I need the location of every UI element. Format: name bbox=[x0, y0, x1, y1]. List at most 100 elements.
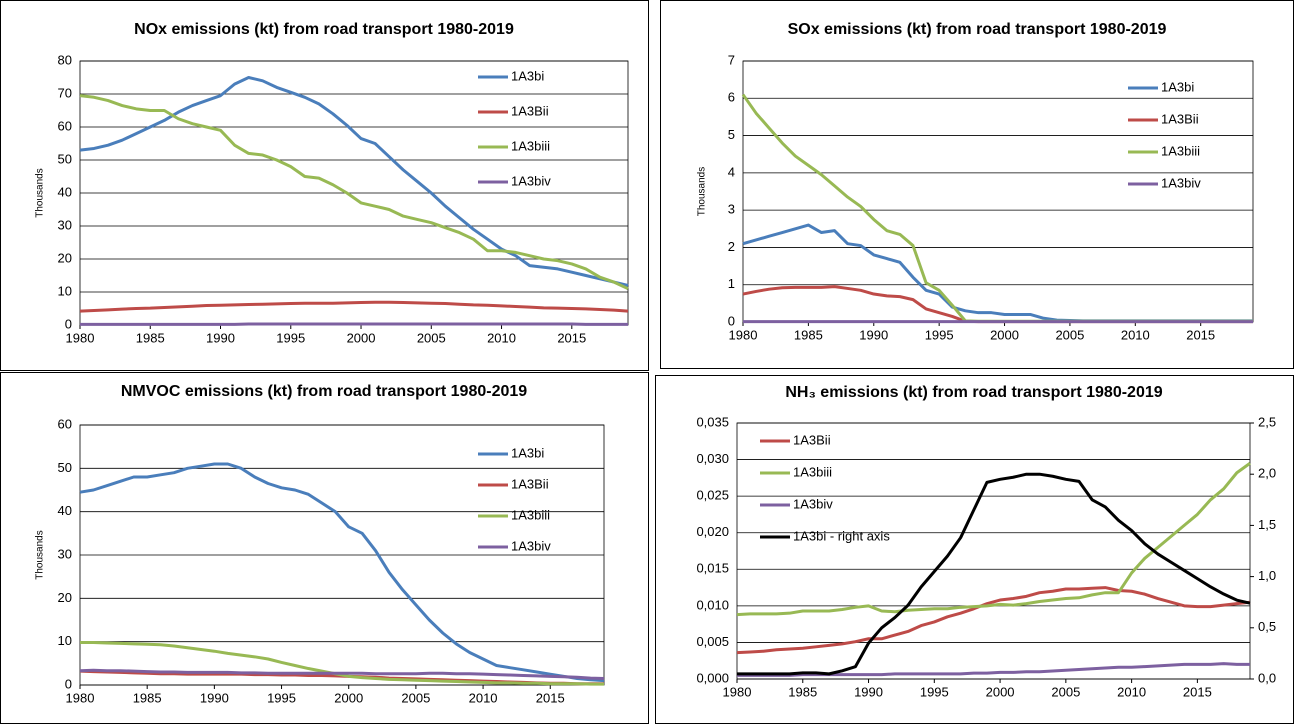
legend-label: 1A3bi bbox=[1161, 79, 1194, 94]
y-tick-label: 3 bbox=[728, 202, 735, 217]
legend-label: 1A3biii bbox=[1161, 143, 1200, 158]
x-tick-label: 2005 bbox=[417, 330, 446, 345]
x-tick-label: 1985 bbox=[136, 330, 165, 345]
x-tick-label: 2015 bbox=[1183, 684, 1212, 699]
y-tick-label: 0,010 bbox=[696, 597, 729, 612]
legend-label: 1A3Bii bbox=[511, 103, 549, 118]
y-tick-label: 60 bbox=[58, 118, 72, 133]
y-tick-label: 80 bbox=[58, 52, 72, 67]
legend-label: 1A3biii bbox=[511, 507, 550, 522]
x-tick-label: 1985 bbox=[788, 684, 817, 699]
legend-label: 1A3biv bbox=[511, 173, 551, 188]
y-tick-label: 40 bbox=[58, 503, 72, 518]
legend-label: 1A3biv bbox=[1161, 175, 1201, 190]
legend-label: 1A3Bii bbox=[1161, 111, 1199, 126]
x-tick-label: 1985 bbox=[794, 327, 823, 342]
x-tick-label: 2005 bbox=[1051, 684, 1080, 699]
y-tick-label: 5 bbox=[728, 127, 735, 142]
x-tick-label: 2000 bbox=[347, 330, 376, 345]
y-tick-label: 20 bbox=[58, 250, 72, 265]
x-tick-label: 1995 bbox=[920, 684, 949, 699]
y-tick-label: 0,000 bbox=[696, 670, 729, 685]
y-tick-label: 10 bbox=[58, 283, 72, 298]
x-tick-label: 2015 bbox=[557, 330, 586, 345]
x-tick-label: 1980 bbox=[66, 330, 95, 345]
y-tick-label: 0,005 bbox=[696, 634, 729, 649]
x-tick-label: 2000 bbox=[334, 690, 363, 705]
legend-label: 1A3biii bbox=[511, 138, 550, 153]
x-tick-label: 1995 bbox=[267, 690, 296, 705]
x-tick-label: 2015 bbox=[1186, 327, 1215, 342]
legend-label: 1A3Bii bbox=[793, 432, 831, 447]
legend-label: 1A3biii bbox=[793, 464, 832, 479]
y2-tick-label: 2,5 bbox=[1258, 414, 1276, 429]
x-tick-label: 1980 bbox=[66, 690, 95, 705]
y-tick-label: 40 bbox=[58, 184, 72, 199]
y-tick-label: 0 bbox=[65, 316, 72, 331]
x-tick-label: 2000 bbox=[990, 327, 1019, 342]
y-tick-label: 6 bbox=[728, 90, 735, 105]
legend-label: 1A3Bii bbox=[511, 476, 549, 491]
legend-label: 1A3bi bbox=[511, 445, 544, 460]
series-line bbox=[742, 223, 1253, 323]
y-tick-label: 30 bbox=[58, 217, 72, 232]
y2-tick-label: 2,0 bbox=[1258, 466, 1276, 481]
x-tick-label: 1995 bbox=[925, 327, 954, 342]
series-line bbox=[736, 462, 1251, 617]
y-tick-label: 0,030 bbox=[696, 451, 729, 466]
series-line bbox=[79, 668, 605, 680]
y2-tick-label: 1,5 bbox=[1258, 517, 1276, 532]
legend-label: 1A3biv bbox=[511, 538, 551, 553]
panel-frame bbox=[655, 375, 1294, 724]
plot-area bbox=[79, 424, 605, 686]
x-tick-label: 1990 bbox=[200, 690, 229, 705]
x-tick-label: 1980 bbox=[723, 684, 752, 699]
series-line bbox=[79, 462, 605, 683]
y2-tick-label: 0,5 bbox=[1258, 619, 1276, 634]
legend-label: 1A3bi bbox=[511, 68, 544, 83]
y-tick-label: 50 bbox=[58, 460, 72, 475]
chart-title: SOx emissions (kt) from road transport 1… bbox=[788, 21, 1167, 38]
x-tick-label: 1990 bbox=[854, 684, 883, 699]
y-tick-label: 0 bbox=[728, 313, 735, 328]
series-line bbox=[736, 586, 1251, 655]
y-tick-label: 70 bbox=[58, 85, 72, 100]
x-tick-label: 2010 bbox=[487, 330, 516, 345]
y-tick-label: 0,025 bbox=[696, 488, 729, 503]
x-tick-label: 2010 bbox=[469, 690, 498, 705]
y-tick-label: 7 bbox=[728, 52, 735, 67]
y-tick-label: 0,015 bbox=[696, 561, 729, 576]
legend-label: 1A3bi - right axis bbox=[793, 528, 890, 543]
chart-title: NH₃ emissions (kt) from road transport 1… bbox=[785, 384, 1162, 401]
x-tick-label: 2000 bbox=[986, 684, 1015, 699]
x-tick-label: 1980 bbox=[729, 327, 758, 342]
y-tick-label: 0,035 bbox=[696, 414, 729, 429]
y-tick-label: 0,020 bbox=[696, 524, 729, 539]
x-tick-label: 1985 bbox=[133, 690, 162, 705]
y-tick-label: 10 bbox=[58, 633, 72, 648]
y-tick-label: 4 bbox=[728, 164, 735, 179]
x-tick-label: 2010 bbox=[1121, 327, 1150, 342]
y-tick-label: 30 bbox=[58, 546, 72, 561]
chart-title: NOx emissions (kt) from road transport 1… bbox=[134, 21, 514, 38]
plot-area bbox=[736, 422, 1251, 680]
y-tick-label: 50 bbox=[58, 151, 72, 166]
x-tick-label: 2015 bbox=[536, 690, 565, 705]
y-axis-label: Thousands bbox=[35, 168, 46, 217]
y-tick-label: 1 bbox=[728, 276, 735, 291]
y-tick-label: 60 bbox=[58, 416, 72, 431]
panel-frame bbox=[0, 0, 649, 371]
x-tick-label: 1990 bbox=[859, 327, 888, 342]
series-line bbox=[79, 300, 629, 313]
series-line bbox=[79, 94, 629, 291]
x-tick-label: 2005 bbox=[1055, 327, 1084, 342]
x-tick-label: 2010 bbox=[1117, 684, 1146, 699]
x-tick-label: 1990 bbox=[206, 330, 235, 345]
y-tick-label: 0 bbox=[65, 676, 72, 691]
y-tick-label: 20 bbox=[58, 590, 72, 605]
x-tick-label: 1995 bbox=[276, 330, 305, 345]
y2-tick-label: 1,0 bbox=[1258, 568, 1276, 583]
series-line bbox=[737, 472, 1251, 676]
series-line bbox=[80, 641, 604, 686]
